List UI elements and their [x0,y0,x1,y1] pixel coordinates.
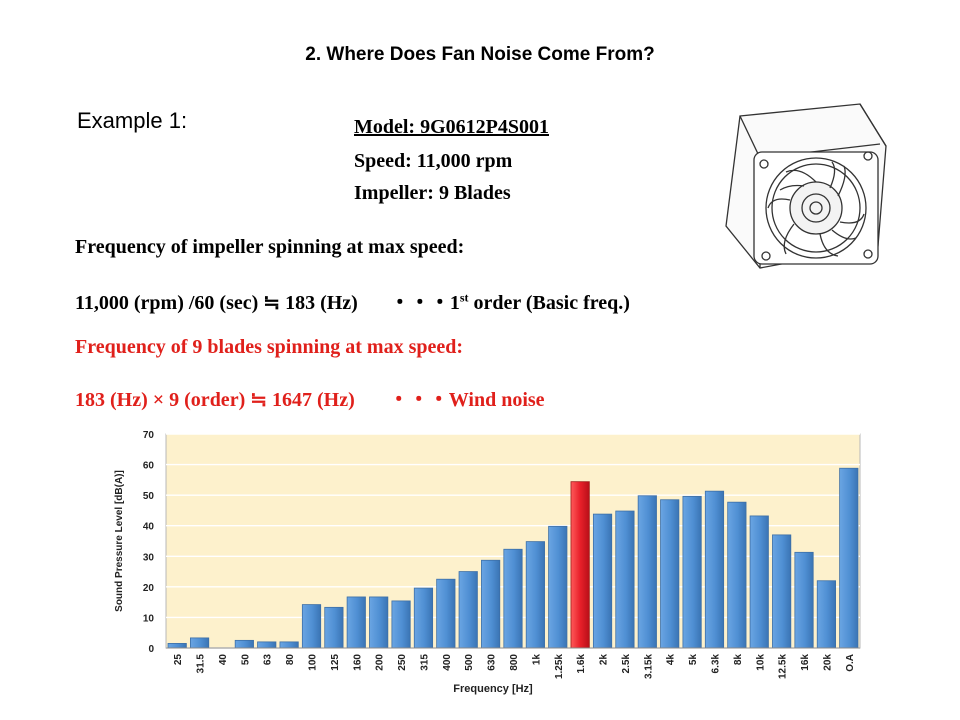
y-tick-label: 50 [143,491,155,502]
bar [816,580,836,649]
x-tick-label: 500 [464,654,475,671]
bar [794,551,814,649]
bar [346,596,366,649]
x-tick-label: 3.15k [643,654,654,679]
x-tick-label: 250 [397,654,408,671]
bar [436,578,456,649]
x-tick-label: 1.6k [576,654,587,674]
x-tick-label: 12.5k [778,654,789,679]
bar [749,515,769,649]
bar [301,604,322,649]
blades-heading: Frequency of 9 blades spinning at max sp… [75,336,464,358]
y-tick-label: 30 [143,552,155,563]
y-tick-labels: 0 10 20 30 40 50 60 70 [143,430,155,655]
x-tick-label: 1k [531,654,542,666]
freq-calc: 11,000 (rpm) /60 (sec) ≒ 183 (Hz) [75,292,358,314]
x-tick-labels: 25 31.5 40 50 63 80 100 125 160 200 250 315 400 500 63… [173,654,856,679]
bar [682,495,702,649]
x-tick-label: 6.3k [710,654,721,674]
x-tick-label: 630 [487,654,498,671]
bar [727,501,747,649]
bar [615,510,635,649]
bar-highlight [570,481,590,649]
y-tick-label: 40 [143,522,155,533]
bar [839,467,859,649]
x-tick-label: 315 [419,654,430,671]
bar [503,548,523,649]
x-tick-label: 4k [666,654,677,666]
x-tick-label: 1.25k [554,654,565,679]
freq-calc-line: 11,000 (rpm) /60 (sec) ≒ 183 (Hz) ・・・1st… [75,286,630,315]
bars [167,467,859,649]
y-tick-label: 10 [143,613,155,624]
x-tick-label: 20k [822,654,833,671]
x-tick-label: 5k [688,654,699,666]
impeller-label: Impeller: 9 Blades [354,182,511,204]
bar [637,495,657,649]
x-tick-label: 25 [173,654,184,666]
x-tick-label: 10k [755,654,766,671]
x-tick-label: 200 [375,654,386,671]
x-tick-label: 160 [352,654,363,671]
x-tick-label: O.A [845,654,856,672]
y-tick-label: 0 [148,644,154,655]
x-tick-label: 63 [263,654,274,666]
x-tick-label: 2k [599,654,610,666]
bar [525,541,545,649]
fan-illustration [725,103,887,269]
bar [257,641,277,649]
bar [592,513,613,649]
x-tick-label: 400 [442,654,453,671]
x-tick-label: 800 [509,654,520,671]
x-axis-label: Frequency [Hz] [453,683,533,695]
blades-note: ・・・Wind noise [388,389,545,411]
bar [279,641,299,649]
bar [458,571,478,649]
x-tick-label: 40 [218,654,229,666]
blades-calc-line: 183 (Hz) × 9 (order) ≒ 1647 (Hz) ・・・Wind… [75,383,545,412]
y-axis-label: Sound Pressure Level [dB(A)] [114,470,125,612]
bar [324,606,344,649]
x-tick-label: 80 [285,654,296,666]
bar [481,559,501,649]
blades-calc: 183 (Hz) × 9 (order) ≒ 1647 (Hz) [75,389,355,411]
x-tick-label: 125 [330,654,341,671]
bar [704,490,725,649]
bar [660,499,680,649]
freq-note: ・・・1st order (Basic freq.) [389,290,630,314]
bar [234,639,254,649]
x-tick-label: 100 [308,654,319,671]
x-tick-label: 8k [733,654,744,666]
speed-label: Speed: 11,000 rpm [354,150,513,172]
bar [413,587,434,649]
y-tick-label: 70 [143,430,155,441]
x-tick-label: 2.5k [621,654,632,674]
freq-heading: Frequency of impeller spinning at max sp… [75,236,465,258]
bar [167,643,187,649]
x-tick-label: 31.5 [196,654,207,674]
y-tick-label: 20 [143,583,155,594]
example-label: Example 1: [77,108,188,133]
slide-title: 2. Where Does Fan Noise Come From? [305,44,655,65]
x-tick-label: 16k [800,654,811,671]
model-label: Model: 9G0612P4S001 [354,116,549,138]
bar [190,637,210,649]
x-tick-label: 50 [240,654,251,666]
y-tick-label: 60 [143,461,155,472]
bar [772,534,792,649]
bar [369,596,389,649]
bar [548,525,568,649]
bar [391,600,411,649]
